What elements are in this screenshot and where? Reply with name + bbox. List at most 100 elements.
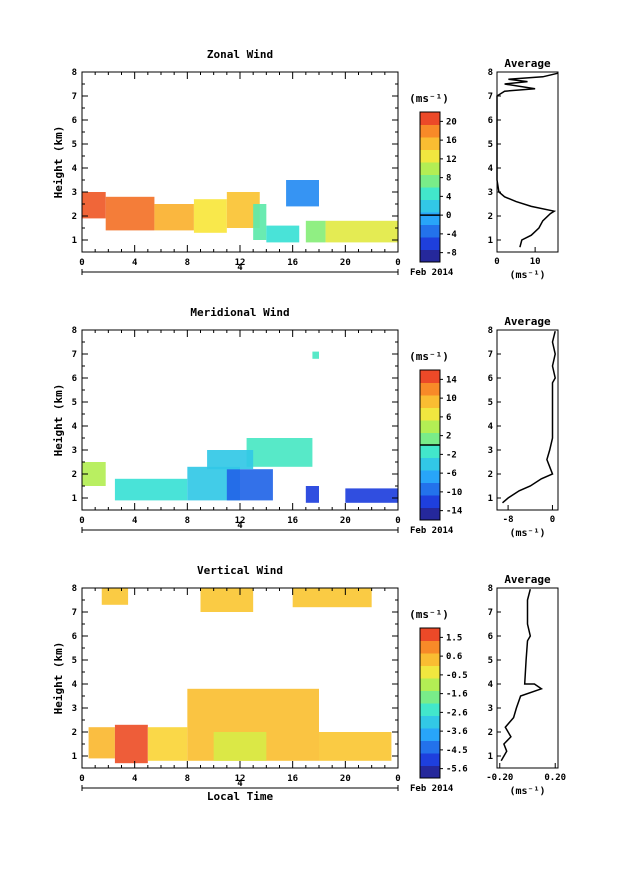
colorbar-tick-label: 6 [446,413,451,423]
colorbar-tick-label: -1.6 [446,690,468,700]
heatmap-cell [345,488,398,503]
profile-frame [496,587,559,769]
heatmap-cells [82,351,398,503]
profile-y-tick-label: 3 [488,188,493,198]
profile-line [496,72,559,248]
panel-title: Zonal Wind [207,48,273,61]
heatmap-cell [253,204,267,240]
profile-y-tick-label: 4 [488,422,494,432]
heatmap-cell [105,196,155,231]
colorbar-segment [420,628,440,641]
colorbar-segment [420,457,440,471]
y-tick-label: 2 [72,728,77,738]
profile-frame [496,71,559,253]
y-tick-label: 2 [72,212,77,222]
colorbar-segment [420,249,440,263]
colorbar-segment [420,765,440,779]
colorbar-segment [420,495,440,508]
date-label: 4 [237,521,243,531]
colorbar-tick-label: 2 [446,432,451,442]
colorbar-segment [420,237,440,250]
profile-y-tick-label: 6 [488,374,493,384]
profile-y-tick-label: 3 [488,446,493,456]
colorbar-segment [420,640,440,654]
profile-title: Average [504,315,551,328]
heatmap-cells [82,180,398,243]
y-tick-label: 3 [72,188,77,198]
heatmap-cell [193,199,227,233]
x-tick-label: 4 [132,516,138,526]
colorbar-segment [420,445,440,458]
profile-y-tick-label: 5 [488,398,493,408]
y-tick-label: 5 [72,398,77,408]
heatmap-cell [213,732,267,761]
x-tick-label: 16 [287,516,298,526]
heatmap-cell [325,220,398,243]
x-tick-label: 20 [340,774,351,784]
profile-y-tick-label: 8 [488,68,493,78]
heatmap-cell [305,220,326,243]
colorbar-tick-label: -6 [446,469,457,479]
y-tick-label: 3 [72,446,77,456]
profile-x-label: (ms⁻¹) [509,786,545,797]
colorbar-tick-label: 4 [446,192,452,202]
profile-y-tick-label: 7 [488,92,493,102]
x-tick-label: 8 [185,516,190,526]
y-tick-label: 6 [72,116,77,126]
profile-y-tick-label: 4 [488,680,494,690]
heatmap-cell [207,450,254,470]
heatmap-cell [82,192,106,219]
colorbar-frame [419,627,441,779]
heatmap-cell [319,732,392,761]
colorbar-tick-label: -8 [446,249,457,259]
profile-x-tick-label: 0 [494,257,499,267]
y-tick-label: 6 [72,632,77,642]
panel-title: Vertical Wind [197,564,283,577]
date-label: 4 [237,263,243,273]
y-tick-label: 1 [72,236,77,246]
colorbar-segment [420,728,440,741]
y-tick-label: 4 [72,164,78,174]
colorbar-tick-label: -4.5 [446,746,468,756]
month-label: Feb 2014 [410,526,454,536]
x-tick-label: 0 [395,516,400,526]
profile-y-tick-label: 6 [488,632,493,642]
y-tick-label: 5 [72,656,77,666]
colorbar-tick-label: 20 [446,117,457,127]
month-label: Feb 2014 [410,268,454,278]
colorbar-segment [420,224,440,238]
y-tick-label: 3 [72,704,77,714]
x-tick-label: 4 [132,258,138,268]
colorbar-tick-label: 8 [446,174,451,184]
profile-y-tick-label: 2 [488,728,493,738]
y-tick-label: 2 [72,470,77,480]
y-tick-label: 5 [72,140,77,150]
profile-y-tick-label: 8 [488,584,493,594]
y-tick-label: 6 [72,374,77,384]
profile-y-tick-label: 5 [488,656,493,666]
colorbar-segment [420,382,440,396]
colorbar-segment [420,703,440,716]
profile-x-label: (ms⁻¹) [509,270,545,281]
profile-y-tick-label: 8 [488,326,493,336]
month-label: Feb 2014 [410,784,454,794]
y-tick-label: 4 [72,422,78,432]
profile-y-tick-label: 2 [488,212,493,222]
y-tick-label: 4 [72,680,78,690]
colorbar-tick-label: 12 [446,155,457,165]
x-tick-label: 12 [235,516,246,526]
colorbar-segment [420,715,440,729]
heatmap-cells [88,588,392,764]
profile-y-tick-label: 1 [488,494,493,504]
colorbar-tick-label: 0 [446,211,451,221]
profile-y-tick-label: 5 [488,140,493,150]
x-tick-label: 12 [235,774,246,784]
y-tick-label: 7 [72,350,77,360]
colorbar-tick-label: 10 [446,394,457,404]
profile-line [502,331,556,504]
colorbar-segment [420,653,440,666]
